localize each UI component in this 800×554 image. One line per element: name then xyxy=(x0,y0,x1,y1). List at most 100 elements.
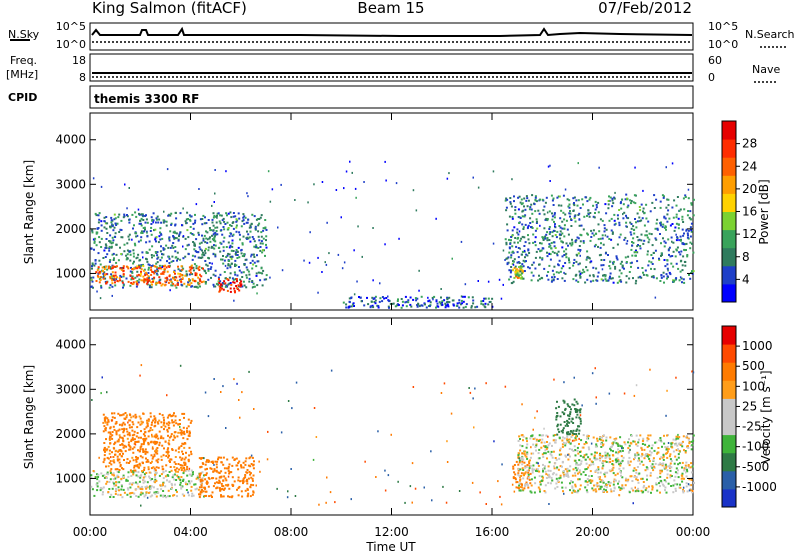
echo-pixel xyxy=(676,196,679,198)
echo-pixel xyxy=(397,480,399,483)
echo-pixel xyxy=(516,261,519,264)
echo-pixel xyxy=(240,466,243,469)
echo-pixel xyxy=(484,297,487,300)
echo-pixel xyxy=(242,480,245,483)
echo-pixel xyxy=(180,458,183,461)
echo-pixel xyxy=(220,391,222,393)
echo-pixel xyxy=(577,280,580,283)
echo-pixel xyxy=(573,258,576,261)
echo-pixel xyxy=(528,465,531,468)
echo-pixel xyxy=(229,224,231,227)
echo-pixel xyxy=(641,443,644,445)
echo-pixel xyxy=(570,218,572,221)
echo-pixel xyxy=(136,465,139,468)
echo-pixel xyxy=(675,376,677,379)
echo-pixel xyxy=(568,206,571,209)
echo-pixel xyxy=(540,446,543,449)
echo-pixel xyxy=(524,223,527,226)
echo-pixel xyxy=(150,485,153,488)
echo-pixel xyxy=(148,240,151,243)
echo-pixel xyxy=(529,222,532,224)
echo-pixel xyxy=(531,220,534,223)
echo-pixel xyxy=(668,271,671,274)
echo-pixel xyxy=(565,256,568,259)
echo-pixel xyxy=(606,235,609,238)
echo-pixel xyxy=(137,485,140,488)
echo-pixel xyxy=(659,491,661,494)
echo-pixel xyxy=(191,278,194,281)
echo-pixel xyxy=(261,251,264,254)
echo-pixel xyxy=(93,264,96,267)
echo-pixel xyxy=(554,223,556,226)
echo-pixel xyxy=(612,490,615,492)
echo-pixel xyxy=(204,260,207,262)
echo-pixel xyxy=(597,468,600,471)
echo-pixel xyxy=(505,197,508,200)
echo-pixel xyxy=(662,196,665,199)
echo-pixel xyxy=(227,264,230,267)
echo-pixel xyxy=(594,367,596,370)
echo-pixel xyxy=(482,303,485,306)
echo-pixel xyxy=(562,441,565,444)
echo-pixel xyxy=(456,302,459,305)
echo-pixel xyxy=(447,305,450,308)
echo-pixel xyxy=(206,480,208,483)
echo-pixel xyxy=(228,471,231,474)
echo-pixel xyxy=(615,458,618,461)
echo-pixel xyxy=(171,255,174,258)
colorbar-swatch xyxy=(722,344,736,363)
echo-pixel xyxy=(530,208,533,211)
echo-pixel xyxy=(597,238,600,241)
echo-pixel xyxy=(146,451,149,454)
echo-pixel xyxy=(652,457,655,460)
echo-pixel xyxy=(363,304,366,307)
echo-pixel xyxy=(658,482,660,485)
echo-pixel xyxy=(576,402,579,405)
echo-pixel xyxy=(201,234,203,237)
echo-pixel xyxy=(595,267,598,270)
echo-pixel xyxy=(534,196,537,199)
echo-pixel xyxy=(506,198,509,201)
echo-pixel xyxy=(251,456,254,459)
echo-pixel xyxy=(162,482,164,485)
echo-pixel xyxy=(612,441,615,444)
echo-pixel xyxy=(516,481,519,483)
echo-pixel xyxy=(683,243,686,246)
echo-pixel xyxy=(260,235,263,238)
echo-pixel xyxy=(573,445,576,448)
echo-pixel xyxy=(538,448,541,451)
echo-pixel xyxy=(619,233,622,236)
echo-pixel xyxy=(227,279,230,282)
echo-pixel xyxy=(179,258,182,261)
echo-pixel xyxy=(618,224,621,227)
echo-pixel xyxy=(219,273,222,276)
echo-pixel xyxy=(321,271,323,273)
echo-pixel xyxy=(557,271,560,274)
echo-pixel xyxy=(511,217,514,220)
echo-pixel xyxy=(109,266,112,269)
echo-pixel xyxy=(645,487,648,490)
echo-pixel xyxy=(522,265,525,268)
echo-pixel xyxy=(584,281,587,284)
echo-pixel xyxy=(243,215,246,218)
echo-pixel xyxy=(119,274,122,277)
echo-pixel xyxy=(595,484,598,487)
echo-pixel xyxy=(164,440,167,443)
echo-pixel xyxy=(123,417,126,420)
echo-pixel xyxy=(100,246,103,248)
echo-pixel xyxy=(248,457,251,460)
echo-pixel xyxy=(657,447,660,449)
echo-pixel xyxy=(540,249,543,252)
echo-pixel xyxy=(613,223,616,226)
echo-pixel xyxy=(509,275,512,278)
echo-pixel xyxy=(517,486,520,489)
echo-pixel xyxy=(521,253,523,256)
echo-pixel xyxy=(683,467,686,470)
echo-pixel xyxy=(258,222,261,225)
echo-pixel xyxy=(227,263,230,266)
echo-pixel xyxy=(168,459,171,462)
echo-pixel xyxy=(679,239,682,242)
echo-pixel xyxy=(665,452,667,455)
echo-pixel xyxy=(101,474,104,477)
echo-pixel xyxy=(541,453,544,456)
